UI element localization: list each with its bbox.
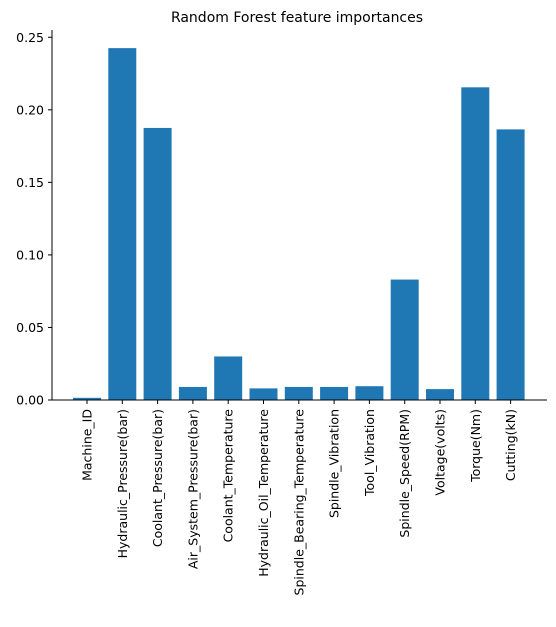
bar-machine-id — [73, 397, 101, 400]
x-tick-label: Machine_ID — [80, 409, 95, 481]
x-axis: Machine_ID Hydraulic_Pressure(bar) Coolant… — [52, 399, 547, 596]
bar-hydraulic-pressure-bar — [108, 48, 137, 400]
x-tick-label: Cutting(kN) — [503, 409, 518, 481]
x-tick-label: Voltage(volts) — [433, 409, 448, 496]
y-tick-label: 0.00 — [16, 393, 44, 408]
bar-tool-vibration — [355, 386, 384, 400]
bar-spindle-speed-rpm — [390, 279, 419, 400]
y-tick-label: 0.20 — [16, 102, 44, 117]
bars-group — [73, 48, 525, 401]
y-tick-label: 0.10 — [16, 247, 44, 262]
x-tick-label: Spindle_Vibration — [327, 409, 342, 518]
x-tick-label: Hydraulic_Oil_Temperature — [256, 409, 271, 577]
bar-torque-nm — [461, 87, 490, 401]
y-tick-label: 0.25 — [16, 30, 44, 45]
bar-hydraulic-oil-temperature — [249, 388, 278, 400]
bar-voltage-volts — [426, 389, 454, 400]
bar-spindle-bearing-temperature — [284, 386, 313, 400]
y-tick-label: 0.05 — [16, 320, 44, 335]
chart-title: Random Forest feature importances — [171, 10, 423, 26]
x-tick-label: Coolant_Temperature — [221, 409, 236, 543]
x-tick-label: Tool_Vibration — [362, 409, 377, 497]
bar-spindle-vibration — [320, 386, 349, 400]
x-tick-label: Torque(Nm) — [468, 409, 483, 483]
y-axis: 0.00 0.05 0.10 0.15 0.20 0.25 — [16, 30, 53, 408]
x-tick-label: Air_System_Pressure(bar) — [185, 409, 200, 569]
y-tick-label: 0.15 — [16, 175, 44, 190]
x-tick-label: Hydraulic_Pressure(bar) — [115, 409, 130, 558]
bar-air-system-pressure-bar — [178, 386, 207, 400]
bar-coolant-pressure-bar — [143, 127, 172, 401]
x-tick-label: Spindle_Bearing_Temperature — [291, 409, 306, 596]
x-tick-label: Coolant_Pressure(bar) — [150, 409, 165, 547]
x-tick-label: Spindle_Speed(RPM) — [397, 409, 412, 538]
bar-cutting-kn — [496, 129, 525, 400]
bar-coolant-temperature — [214, 356, 243, 400]
